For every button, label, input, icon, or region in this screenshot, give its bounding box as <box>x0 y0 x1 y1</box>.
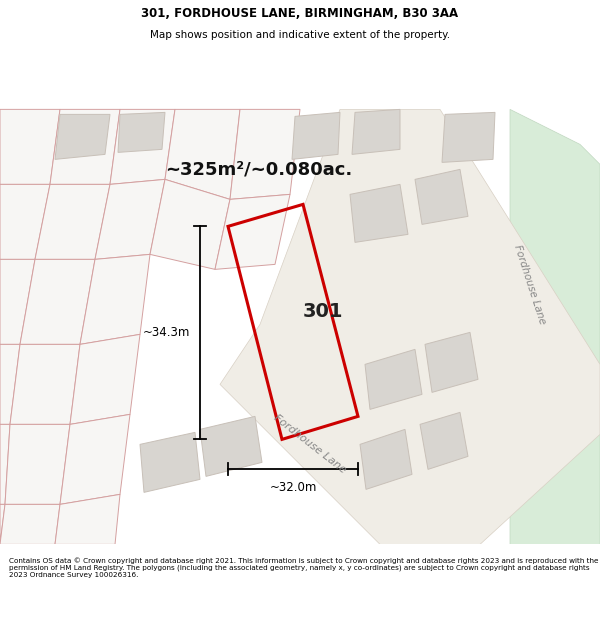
Polygon shape <box>95 179 165 259</box>
Polygon shape <box>442 112 495 162</box>
Polygon shape <box>35 184 110 259</box>
Text: ~32.0m: ~32.0m <box>269 481 317 494</box>
Polygon shape <box>165 109 240 199</box>
Polygon shape <box>55 114 110 159</box>
Polygon shape <box>215 194 290 269</box>
Text: Contains OS data © Crown copyright and database right 2021. This information is : Contains OS data © Crown copyright and d… <box>9 557 599 578</box>
Polygon shape <box>220 109 600 544</box>
Polygon shape <box>0 184 50 259</box>
Polygon shape <box>70 334 140 424</box>
Polygon shape <box>352 109 400 154</box>
Polygon shape <box>0 109 60 184</box>
Text: 301, FORDHOUSE LANE, BIRMINGHAM, B30 3AA: 301, FORDHOUSE LANE, BIRMINGHAM, B30 3AA <box>142 7 458 20</box>
Polygon shape <box>0 504 60 544</box>
Polygon shape <box>420 412 468 469</box>
Polygon shape <box>10 344 80 424</box>
Polygon shape <box>60 414 130 504</box>
Polygon shape <box>0 259 35 344</box>
Polygon shape <box>200 416 262 476</box>
Text: Fordhouse Lane: Fordhouse Lane <box>512 243 548 326</box>
Polygon shape <box>425 332 478 392</box>
Polygon shape <box>365 349 422 409</box>
Text: ~325m²/~0.080ac.: ~325m²/~0.080ac. <box>165 161 352 178</box>
Polygon shape <box>20 259 95 344</box>
Polygon shape <box>50 109 120 184</box>
Polygon shape <box>5 424 70 504</box>
Polygon shape <box>360 429 412 489</box>
Text: ~34.3m: ~34.3m <box>143 326 190 339</box>
Polygon shape <box>150 179 230 269</box>
Polygon shape <box>140 432 200 492</box>
Polygon shape <box>0 424 10 504</box>
Polygon shape <box>415 169 468 224</box>
Text: Map shows position and indicative extent of the property.: Map shows position and indicative extent… <box>150 30 450 40</box>
Text: 301: 301 <box>302 302 343 321</box>
Polygon shape <box>0 504 5 544</box>
Polygon shape <box>0 344 20 424</box>
Polygon shape <box>110 109 175 184</box>
Polygon shape <box>118 112 165 152</box>
Polygon shape <box>510 109 600 544</box>
Polygon shape <box>80 254 150 344</box>
Polygon shape <box>55 494 120 544</box>
Text: Fordhouse Lane: Fordhouse Lane <box>272 413 348 476</box>
Polygon shape <box>292 112 340 159</box>
Polygon shape <box>350 184 408 242</box>
Polygon shape <box>230 109 300 199</box>
